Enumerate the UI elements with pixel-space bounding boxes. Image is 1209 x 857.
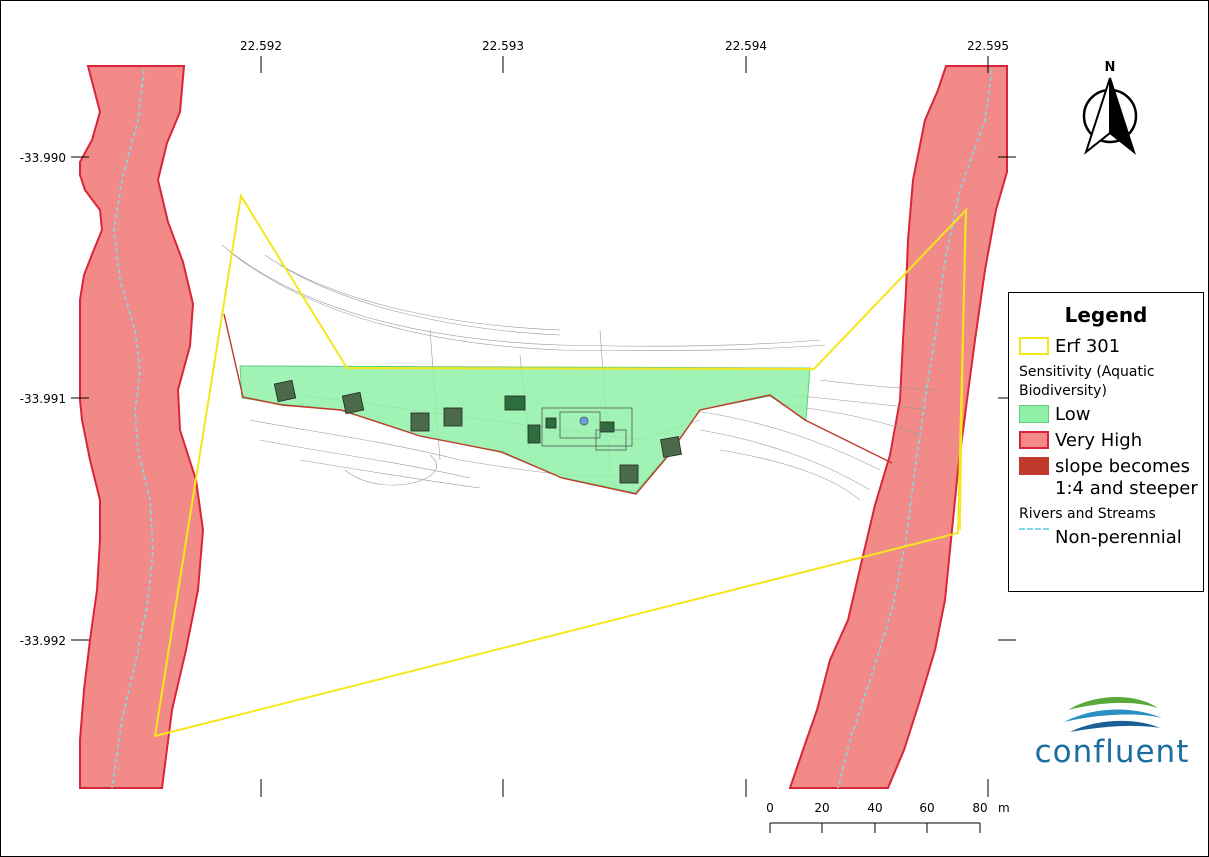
legend-label-slope-2: 1:4 and steeper <box>1055 477 1198 499</box>
north-arrow-icon <box>1082 77 1138 155</box>
erf-301-inner-edge <box>959 224 966 531</box>
slope-line-swatch <box>1019 457 1049 475</box>
scale-label: 0 <box>766 801 774 815</box>
scale-label: 60 <box>919 801 934 815</box>
legend-sensitivity-heading-2: Biodiversity) <box>1019 383 1107 399</box>
legend-label-low: Low <box>1055 403 1091 425</box>
very-high-buffer-right <box>788 65 1008 789</box>
scale-unit: m <box>998 801 1010 815</box>
legend-item-non-perennial: Non-perennial <box>1019 524 1203 550</box>
slope-line <box>223 313 893 495</box>
river-line-left <box>111 69 154 789</box>
logo-text: confluent <box>1034 734 1190 770</box>
legend-item-slope: slope becomes <box>1019 453 1203 479</box>
very-high-buffer-left <box>79 65 205 789</box>
legend-label-very-high: Very High <box>1055 429 1143 451</box>
very-high-swatch <box>1019 431 1049 449</box>
wave-logo-icon <box>1064 696 1162 732</box>
x-tick-label: 22.594 <box>725 39 767 53</box>
non-perennial-swatch <box>1019 528 1049 546</box>
erf-301-boundary <box>153 193 968 738</box>
site-buildings <box>273 379 682 484</box>
legend-rivers-heading: Rivers and Streams <box>1019 506 1156 522</box>
legend-item-slope-cont: 1:4 and steeper <box>1019 475 1203 501</box>
legend-item-very-high: Very High <box>1019 427 1203 453</box>
site-buildings-outline <box>541 407 633 451</box>
scale-label: 40 <box>867 801 882 815</box>
scale-bar <box>769 822 981 833</box>
legend-panel: Legend Erf 301 Sensitivity (Aquatic Biod… <box>1008 292 1204 592</box>
legend-item-low: Low <box>1019 401 1203 427</box>
confluent-logo: confluent <box>1034 688 1190 776</box>
low-sensitivity-zone <box>239 365 811 494</box>
scale-label: 80 <box>972 801 987 815</box>
legend-label-slope: slope becomes <box>1055 455 1191 477</box>
north-label: N <box>1105 60 1116 75</box>
y-tick-label: -33.990 <box>20 151 66 165</box>
erf-swatch <box>1019 337 1049 355</box>
x-tick-label: 22.592 <box>240 39 282 53</box>
y-tick-label: -33.992 <box>20 634 66 648</box>
y-tick-label: -33.991 <box>20 392 66 406</box>
x-tick-label: 22.595 <box>967 39 1009 53</box>
legend-item-erf: Erf 301 <box>1019 333 1203 359</box>
legend-group-sensitivity: Sensitivity (Aquatic Biodiversity) <box>1019 363 1203 401</box>
legend-label-non-perennial: Non-perennial <box>1055 526 1182 548</box>
low-swatch <box>1019 405 1049 423</box>
scale-label: 20 <box>814 801 829 815</box>
x-tick-label: 22.593 <box>482 39 524 53</box>
legend-label-erf: Erf 301 <box>1055 335 1121 357</box>
legend-title: Legend <box>1064 303 1148 327</box>
legend-sensitivity-heading: Sensitivity (Aquatic <box>1019 364 1155 380</box>
